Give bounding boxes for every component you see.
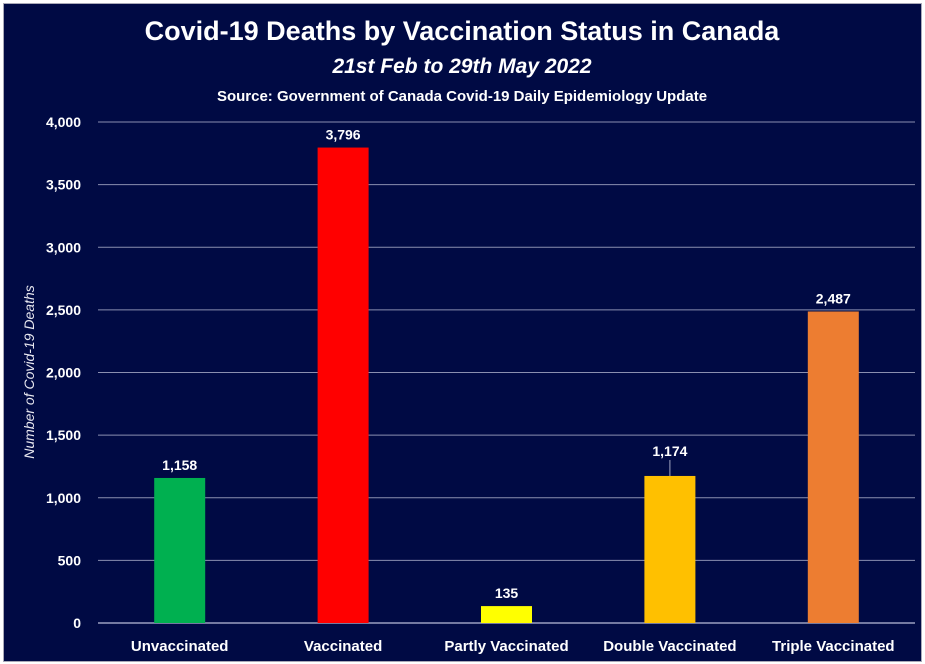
y-tick-label: 2,000 xyxy=(46,365,81,381)
y-tick-label: 3,500 xyxy=(46,177,81,193)
bar xyxy=(154,477,206,623)
x-tick-label: Unvaccinated xyxy=(131,638,229,655)
bars xyxy=(154,147,859,623)
data-labels: 1,158 3,796 135 1,174 2,487 xyxy=(162,127,851,602)
x-tick-label: Triple Vaccinated xyxy=(772,638,895,655)
chart-subtitle: 21st Feb to 29th May 2022 xyxy=(331,55,591,78)
data-label: 1,174 xyxy=(652,443,687,459)
x-tick-label: Partly Vaccinated xyxy=(444,638,568,655)
x-tick-label: Vaccinated xyxy=(304,638,382,655)
bar xyxy=(481,606,532,623)
y-tick-label: 0 xyxy=(73,615,81,631)
y-tick-label: 500 xyxy=(58,552,82,568)
data-label: 3,796 xyxy=(326,127,361,143)
y-tick-label: 1,000 xyxy=(46,490,81,506)
chart-title: Covid-19 Deaths by Vaccination Status in… xyxy=(145,16,781,46)
data-label: 135 xyxy=(495,585,519,601)
y-axis-ticks: 0 500 1,000 1,500 2,000 2,500 3,000 3,500 4,000 xyxy=(46,114,81,631)
bar xyxy=(807,311,859,623)
gridlines xyxy=(98,121,915,624)
y-tick-label: 2,500 xyxy=(46,302,81,318)
data-label: 2,487 xyxy=(816,291,851,307)
bar xyxy=(644,475,696,623)
bar xyxy=(317,147,369,623)
y-tick-label: 3,000 xyxy=(46,239,81,255)
y-tick-label: 1,500 xyxy=(46,427,81,443)
x-tick-label: Double Vaccinated xyxy=(603,638,736,655)
chart-source: Source: Government of Canada Covid-19 Da… xyxy=(217,88,707,105)
y-tick-label: 4,000 xyxy=(46,114,81,130)
data-label: 1,158 xyxy=(162,457,197,473)
x-axis-categories: Unvaccinated Vaccinated Partly Vaccinated D… xyxy=(131,638,895,655)
y-axis-label: Number of Covid-19 Deaths xyxy=(21,285,37,459)
